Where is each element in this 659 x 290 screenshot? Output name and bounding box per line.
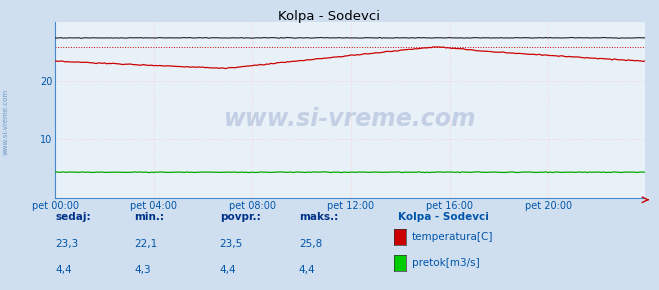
Text: sedaj:: sedaj: <box>55 213 91 222</box>
Text: temperatura[C]: temperatura[C] <box>412 232 494 242</box>
Text: www.si-vreme.com: www.si-vreme.com <box>223 107 476 131</box>
Text: 22,1: 22,1 <box>134 239 158 249</box>
Text: 23,5: 23,5 <box>219 239 243 249</box>
Text: www.si-vreme.com: www.si-vreme.com <box>2 89 9 155</box>
Text: 4,4: 4,4 <box>55 265 72 275</box>
Text: 23,3: 23,3 <box>55 239 78 249</box>
Text: maks.:: maks.: <box>299 213 338 222</box>
Text: 4,3: 4,3 <box>134 265 151 275</box>
Text: pretok[m3/s]: pretok[m3/s] <box>412 258 480 268</box>
Text: Kolpa - Sodevci: Kolpa - Sodevci <box>397 213 488 222</box>
Text: 4,4: 4,4 <box>219 265 237 275</box>
Text: min.:: min.: <box>134 213 164 222</box>
Text: 4,4: 4,4 <box>299 265 316 275</box>
Text: povpr.:: povpr.: <box>219 213 260 222</box>
Text: 25,8: 25,8 <box>299 239 322 249</box>
Text: Kolpa - Sodevci: Kolpa - Sodevci <box>279 10 380 23</box>
